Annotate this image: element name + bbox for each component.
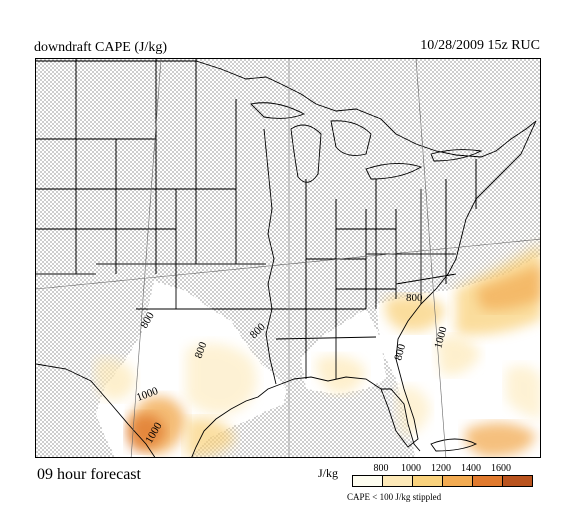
legend-ticks: 800 1000 1200 1400 1600 [352, 463, 532, 475]
map-title: downdraft CAPE (J/kg) [34, 40, 167, 55]
legend-tick: 1400 [461, 463, 481, 474]
map-borders [36, 59, 537, 457]
legend-swatch [443, 476, 473, 486]
contour-label: 800 [406, 292, 423, 304]
legend-tick: 1600 [491, 463, 511, 474]
run-info: 10/28/2009 15z RUC [420, 38, 540, 53]
legend-tick: 800 [373, 463, 389, 474]
map-canvas: 800 800 800 800 1000 1000 1000 800 [36, 59, 540, 457]
legend-swatch [473, 476, 503, 486]
legend-units: J/kg [318, 466, 339, 480]
stipple-note: CAPE < 100 J/kg stippled [347, 492, 442, 502]
cape-shading [94, 245, 540, 457]
legend-swatch [413, 476, 443, 486]
contour-label: 1000 [432, 325, 449, 350]
map-panel: 800 800 800 800 1000 1000 1000 800 [35, 58, 541, 458]
legend-swatch [503, 476, 532, 486]
legend-tick: 1200 [431, 463, 451, 474]
lat-lon-grid [36, 59, 540, 457]
contour-label: 800 [193, 340, 210, 360]
forecast-label: 09 hour forecast [37, 466, 141, 483]
legend-colorbar [352, 475, 533, 487]
legend-swatch [383, 476, 413, 486]
legend-tick: 1000 [401, 463, 421, 474]
contour-label: 800 [392, 342, 408, 362]
legend-swatch [353, 476, 383, 486]
